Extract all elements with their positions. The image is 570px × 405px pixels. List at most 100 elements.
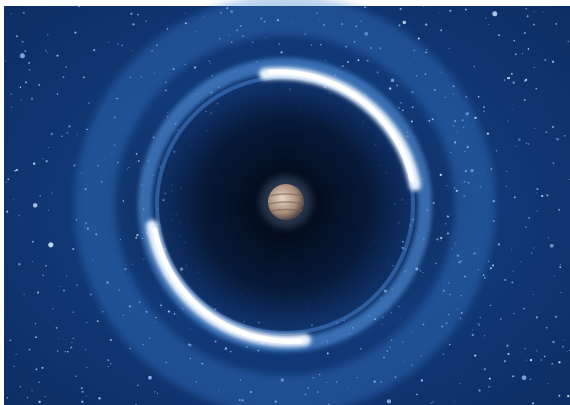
- star: [15, 169, 18, 171]
- star: [503, 360, 506, 363]
- star: [471, 329, 473, 331]
- star: [399, 7, 402, 10]
- star: [51, 192, 53, 194]
- star: [507, 352, 510, 356]
- star: [56, 54, 59, 57]
- star: [504, 79, 506, 81]
- star: [81, 400, 84, 403]
- star: [19, 386, 22, 388]
- star: [85, 348, 86, 350]
- star: [82, 76, 85, 79]
- star: [68, 125, 71, 128]
- star: [38, 400, 41, 403]
- star: [66, 131, 69, 134]
- star: [513, 196, 516, 199]
- star: [30, 97, 34, 100]
- star: [278, 43, 280, 45]
- star: [5, 181, 7, 183]
- star: [47, 52, 49, 54]
- star: [498, 34, 500, 37]
- star: [34, 322, 37, 325]
- star: [559, 266, 562, 269]
- star: [22, 11, 25, 15]
- star: [513, 312, 515, 315]
- star: [504, 278, 507, 281]
- star: [465, 96, 468, 98]
- star: [173, 313, 176, 315]
- star: [552, 162, 555, 164]
- star: [521, 53, 524, 55]
- star: [552, 340, 555, 344]
- star: [558, 395, 561, 397]
- star: [48, 147, 50, 149]
- star: [62, 76, 65, 78]
- star: [42, 158, 44, 160]
- star: [566, 351, 568, 353]
- star: [66, 350, 69, 353]
- star: [547, 383, 549, 385]
- star: [148, 375, 152, 380]
- star: [280, 51, 283, 54]
- star: [548, 237, 550, 239]
- star: [525, 226, 527, 228]
- star: [535, 316, 539, 319]
- star: [132, 50, 134, 52]
- star: [483, 106, 485, 109]
- star: [545, 131, 548, 133]
- star: [156, 392, 158, 394]
- star: [436, 238, 439, 241]
- star: [545, 326, 548, 329]
- star: [36, 291, 40, 294]
- star: [47, 34, 49, 36]
- star: [505, 185, 508, 188]
- star: [526, 359, 527, 361]
- star: [131, 263, 133, 265]
- star: [166, 28, 169, 30]
- star: [526, 15, 529, 18]
- star: [512, 375, 515, 378]
- star: [45, 159, 48, 163]
- star: [62, 289, 66, 292]
- star: [160, 304, 162, 307]
- star: [19, 86, 22, 88]
- star: [122, 200, 125, 202]
- star: [98, 397, 101, 400]
- star: [419, 269, 422, 272]
- star: [521, 375, 527, 381]
- star: [310, 44, 313, 46]
- star: [382, 316, 384, 318]
- star: [90, 293, 92, 296]
- star: [474, 354, 477, 357]
- star: [121, 44, 123, 47]
- star: [42, 274, 44, 277]
- star: [525, 8, 527, 10]
- star: [536, 192, 537, 194]
- star: [445, 223, 447, 225]
- star: [471, 333, 474, 337]
- star: [553, 275, 555, 277]
- star: [489, 304, 492, 307]
- star: [523, 99, 526, 101]
- star: [559, 264, 561, 266]
- star: [488, 24, 490, 26]
- star: [535, 351, 537, 353]
- star: [464, 8, 467, 11]
- star: [193, 66, 197, 69]
- star: [544, 59, 547, 61]
- star: [167, 112, 169, 113]
- star: [143, 258, 145, 260]
- star: [33, 162, 36, 165]
- star: [446, 185, 448, 187]
- star: [85, 395, 87, 397]
- star: [135, 153, 138, 155]
- star: [34, 336, 37, 339]
- star: [400, 102, 402, 104]
- star: [137, 384, 139, 386]
- star: [558, 208, 561, 211]
- star: [189, 344, 192, 347]
- star: [486, 132, 490, 135]
- star: [65, 66, 67, 68]
- star: [76, 284, 78, 286]
- star: [390, 78, 395, 83]
- star: [529, 378, 532, 381]
